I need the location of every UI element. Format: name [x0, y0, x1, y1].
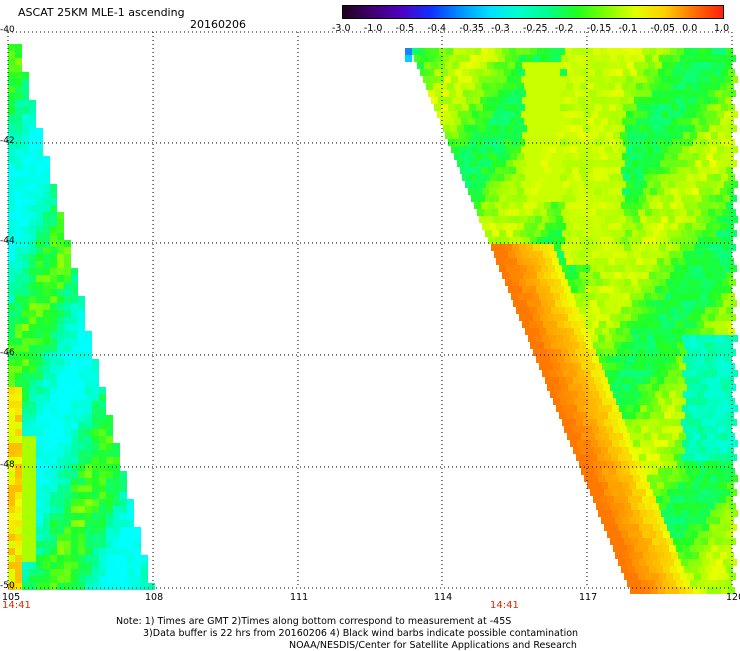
color-scale-label: -0.15: [586, 23, 612, 34]
data-swaths: [8, 44, 738, 594]
y-tick-label: -48: [0, 460, 15, 470]
footer-note-3: NOAA/NESDIS/Center for Satellite Applica…: [289, 640, 577, 651]
color-scale-label: -0.5: [395, 23, 415, 34]
color-scale-label: -0.4: [427, 23, 447, 34]
color-scale-label: 0.0: [682, 23, 698, 34]
color-scale-label: -0.2: [554, 23, 574, 34]
color-scale-label: -3.0: [332, 23, 351, 34]
x-tick-label: 108: [145, 592, 164, 603]
color-scale-label: -0.25: [523, 23, 548, 34]
x-tick-label: 111: [290, 592, 309, 603]
x-tick-label: 105: [2, 592, 21, 603]
color-scale-label: 1.0: [714, 23, 730, 34]
y-tick-label: -46: [0, 348, 15, 358]
time-label-right: 14:41: [490, 600, 519, 611]
color-scale-label: -0.1: [618, 23, 638, 34]
map-date: 20160206: [190, 18, 246, 31]
color-scale-label: -0.35: [459, 23, 484, 34]
y-tick-label: -44: [0, 236, 15, 246]
map-grid: [7, 31, 733, 589]
color-scale-bar: [342, 5, 724, 19]
y-tick-label: -42: [0, 136, 15, 146]
y-tick-label: -50: [0, 581, 15, 591]
color-scale-label: -1.0: [363, 23, 383, 34]
x-tick-label: 120: [726, 592, 740, 603]
footer-note-1: Note: 1) Times are GMT 2)Times along bot…: [116, 616, 512, 627]
x-tick-label: 117: [579, 592, 598, 603]
map-title: ASCAT 25KM MLE-1 ascending: [18, 6, 185, 19]
color-scale-label: -0.3: [491, 23, 510, 34]
x-tick-label: 114: [434, 592, 453, 603]
color-scale-label: -0.05: [650, 23, 675, 34]
time-label-left: 14:41: [2, 600, 31, 611]
y-tick-label: -40: [0, 25, 15, 35]
footer-note-2: 3)Data buffer is 22 hrs from 20160206 4)…: [143, 628, 579, 639]
